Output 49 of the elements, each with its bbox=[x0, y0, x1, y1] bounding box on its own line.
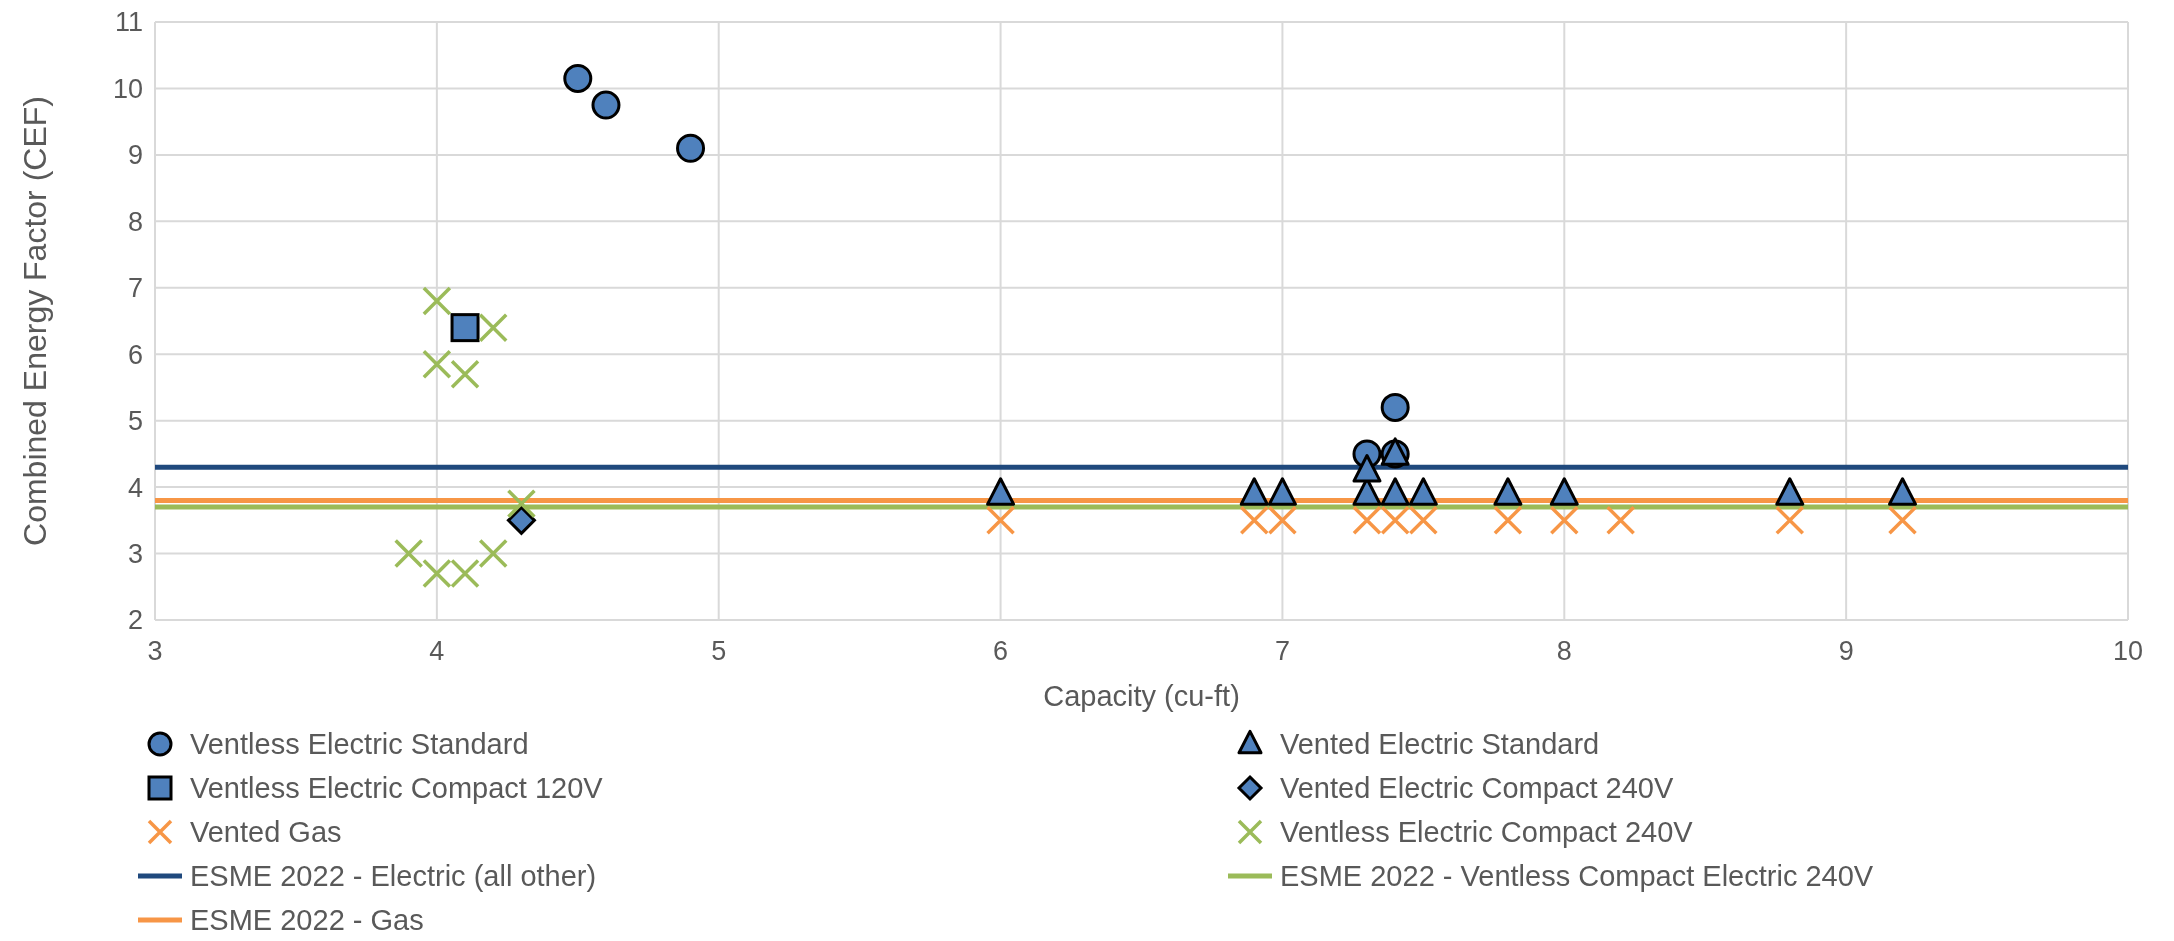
y-tick-label: 5 bbox=[127, 406, 143, 437]
point bbox=[450, 313, 480, 343]
point bbox=[1352, 454, 1382, 483]
y-tick-label: 2 bbox=[127, 605, 143, 636]
legend-label: Vented Electric Standard bbox=[1280, 728, 1600, 761]
legend-label: ESME 2022 - Gas bbox=[190, 904, 424, 937]
y-tick-label: 11 bbox=[114, 7, 143, 38]
x-tick-label: 5 bbox=[711, 636, 727, 666]
y-tick-label: 9 bbox=[127, 140, 143, 171]
x-tick-label: 8 bbox=[1556, 636, 1572, 666]
legend-label: Ventless Electric Compact 120V bbox=[190, 772, 604, 805]
legend-label: ESME 2022 - Electric (all other) bbox=[190, 860, 597, 893]
point bbox=[422, 349, 452, 379]
point bbox=[1549, 505, 1580, 536]
point bbox=[422, 286, 452, 316]
x-tick-label: 9 bbox=[1838, 636, 1854, 666]
point bbox=[985, 505, 1016, 536]
legend-label: Ventless Electric Standard bbox=[190, 728, 529, 761]
x-tick-label: 7 bbox=[1274, 636, 1290, 666]
legend-label: ESME 2022 - Ventless Compact Electric 240V bbox=[1280, 860, 1874, 893]
legend-label: Vented Electric Compact 240V bbox=[1280, 772, 1674, 805]
y-tick-label: 10 bbox=[112, 73, 143, 104]
point bbox=[591, 90, 621, 120]
point bbox=[1380, 392, 1410, 422]
y-tick-label: 7 bbox=[127, 273, 143, 304]
point bbox=[478, 312, 508, 343]
point bbox=[450, 359, 480, 389]
point bbox=[1887, 505, 1918, 536]
point bbox=[676, 133, 706, 163]
point bbox=[1605, 505, 1636, 536]
point bbox=[563, 63, 593, 93]
point bbox=[1493, 505, 1523, 536]
x-tick-label: 3 bbox=[147, 636, 163, 666]
point bbox=[1775, 505, 1805, 536]
y-tick-label: 8 bbox=[127, 206, 143, 237]
y-tick-label: 6 bbox=[127, 339, 143, 370]
point bbox=[506, 488, 537, 519]
point bbox=[478, 538, 508, 569]
legend-label: Vented Gas bbox=[190, 816, 342, 849]
point bbox=[393, 538, 424, 569]
x-axis-title: Capacity (cu-ft) bbox=[1043, 680, 1240, 712]
x-tick-label: 4 bbox=[429, 636, 445, 666]
x-tick-label: 6 bbox=[993, 636, 1009, 666]
y-tick-label: 4 bbox=[127, 472, 143, 503]
y-tick-label: 3 bbox=[127, 539, 143, 570]
x-tick-label: 10 bbox=[2112, 636, 2144, 666]
point bbox=[506, 505, 536, 535]
legend-label: Ventless Electric Compact 240V bbox=[1280, 816, 1694, 849]
y-axis-title: Combined Energy Factor (CEF) bbox=[17, 96, 53, 546]
